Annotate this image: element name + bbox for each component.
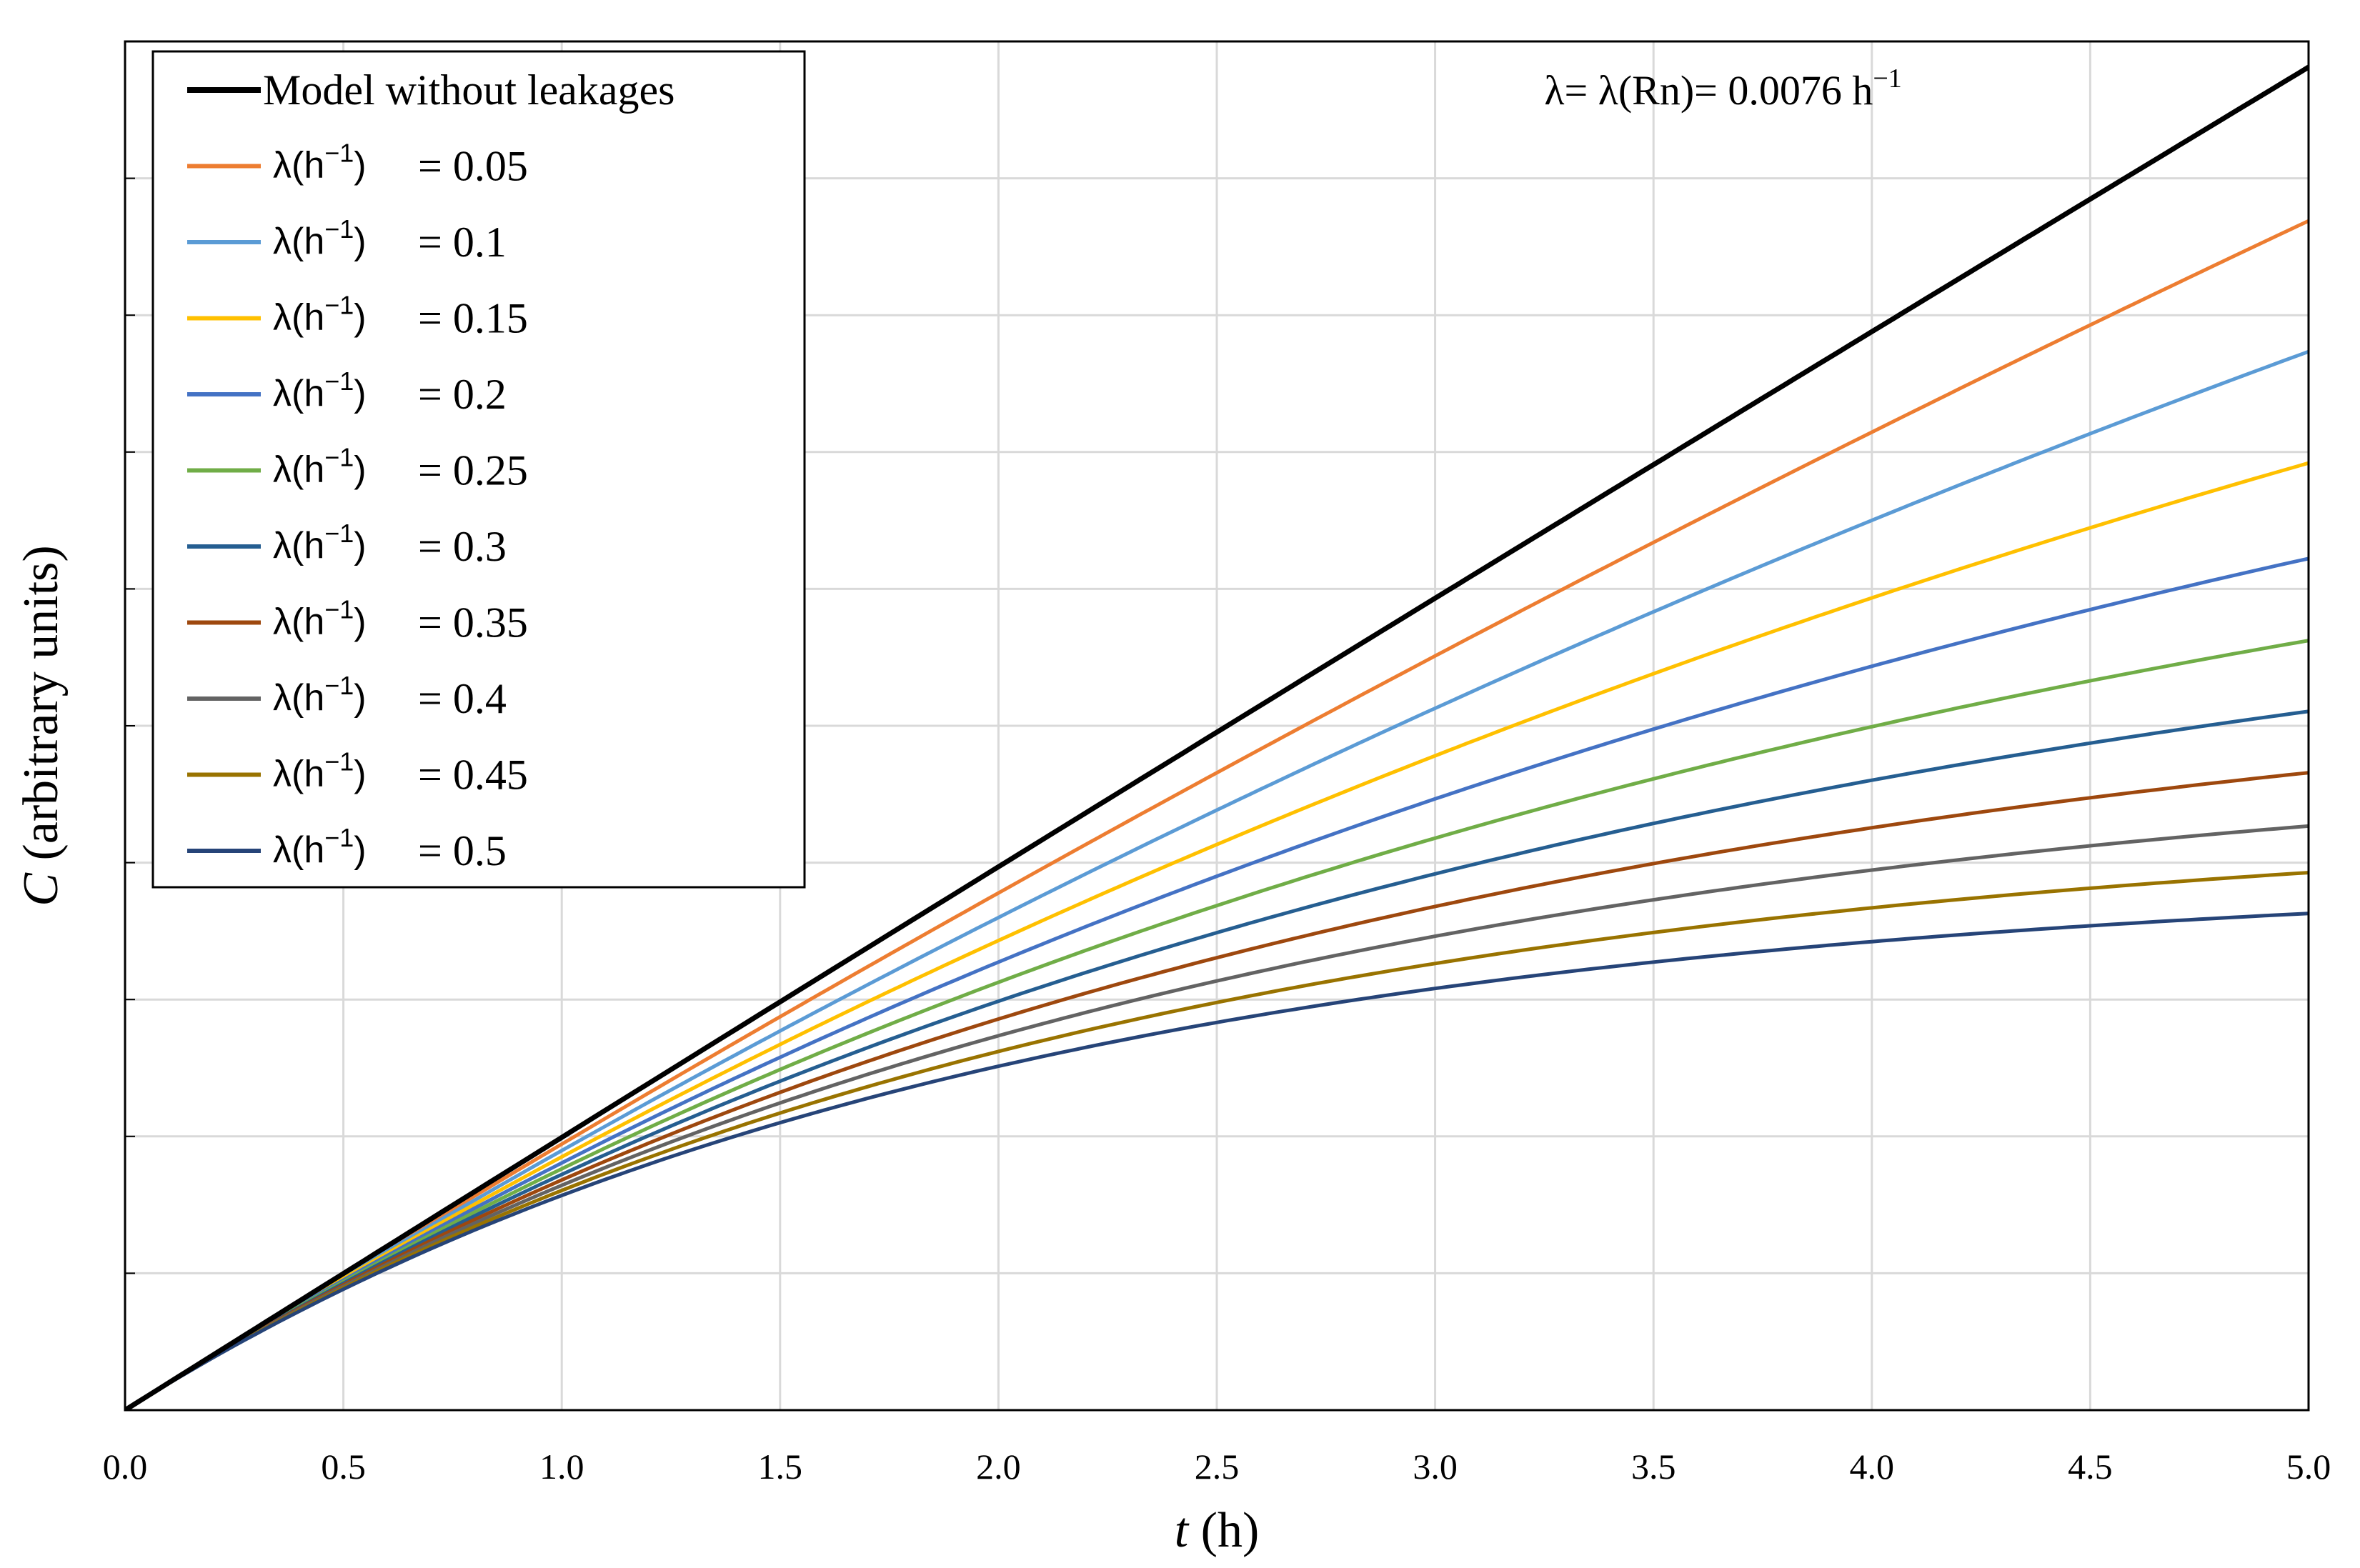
series-line-lambda-0-05 (125, 219, 2309, 1410)
legend-lambda-close: ) (354, 145, 366, 186)
legend-lambda-sup: −1 (324, 291, 354, 320)
x-tick-label: 0.0 (103, 1447, 148, 1487)
legend-lambda-prefix: λ(h (273, 145, 324, 186)
legend-lambda-symbol: λ(h−1) (273, 747, 367, 795)
legend-lambda-prefix: λ(h (273, 449, 324, 491)
legend-lambda-sup: −1 (324, 823, 354, 852)
x-tick-label: 4.5 (2068, 1447, 2113, 1487)
x-axis-ticks: 0.0 0.5 1.0 1.5 2.0 2.5 3.0 3.5 4.0 4.5 5.0 (103, 1447, 2331, 1487)
legend-label-value: = 0.25 (418, 447, 528, 494)
x-tick-label: 4.0 (1850, 1447, 1895, 1487)
x-tick-label: 0.5 (321, 1447, 366, 1487)
x-tick-label: 3.0 (1413, 1447, 1458, 1487)
legend-lambda-symbol: λ(h−1) (273, 823, 367, 871)
legend-lambda-sup: −1 (324, 214, 354, 244)
legend-label-value: = 0.05 (418, 143, 528, 190)
legend-lambda-prefix: λ(h (273, 525, 324, 566)
legend-lambda-close: ) (354, 677, 366, 719)
legend-lambda-sup: −1 (324, 519, 354, 548)
legend-lambda-symbol: λ(h−1) (273, 595, 367, 643)
legend-lambda-symbol: λ(h−1) (273, 519, 367, 566)
decay-constant-annotation: λ= λ(Rn)= 0.0076 h−1 (1544, 64, 1901, 114)
legend-lambda-symbol: λ(h−1) (273, 291, 367, 339)
y-axis-rest: (arbitrary units) (14, 545, 69, 873)
series-line-lambda-0-45 (125, 871, 2309, 1410)
series-layer (125, 64, 2309, 1410)
legend-lambda-close: ) (354, 297, 366, 339)
legend-lambda-prefix: λ(h (273, 754, 324, 795)
legend-lambda-close: ) (354, 525, 366, 566)
legend-lambda-prefix: λ(h (273, 297, 324, 339)
legend-lambda-sup: −1 (324, 366, 354, 396)
legend-lambda-sup: −1 (324, 671, 354, 700)
legend-lambda-symbol: λ(h−1) (273, 214, 367, 262)
series-line-lambda-0-2 (125, 556, 2309, 1410)
legend-box (151, 50, 806, 889)
legend-lambda-close: ) (354, 373, 366, 414)
x-axis-unit: (h) (1188, 1503, 1259, 1558)
legend-lambda-symbol: λ(h−1) (273, 443, 367, 491)
x-tick-label: 1.5 (758, 1447, 803, 1487)
x-tick-label: 2.5 (1195, 1447, 1240, 1487)
plot-area-frame (124, 40, 2310, 1412)
x-axis-variable: t (1175, 1503, 1190, 1558)
legend-lambda-close: ) (354, 449, 366, 491)
x-tick-label: 2.0 (976, 1447, 1021, 1487)
legend-lambda-prefix: λ(h (273, 221, 324, 262)
legend-lambda-close: ) (354, 221, 366, 262)
annotation-text: λ= λ(Rn)= 0.0076 h (1544, 67, 1873, 114)
x-axis-title: t (h) (1175, 1503, 1260, 1558)
legend-label-value: = 0.2 (418, 371, 507, 418)
legend-lambda-prefix: λ(h (273, 373, 324, 414)
legend-label-model-without-leakages: Model without leakages (263, 66, 675, 114)
legend-lambda-prefix: λ(h (273, 601, 324, 643)
x-tick-label: 3.5 (1631, 1447, 1676, 1487)
series-line-lambda-0-35 (125, 771, 2309, 1410)
x-tick-label: 5.0 (2286, 1447, 2331, 1487)
legend-label-value: = 0.35 (418, 599, 528, 646)
legend-label-value: = 0.5 (418, 827, 507, 874)
legend-lambda-symbol: λ(h−1) (273, 139, 367, 186)
legend-lambda-close: ) (354, 829, 366, 871)
y-axis-title: C (arbitrary units) (14, 545, 69, 906)
legend-lambda-prefix: λ(h (273, 677, 324, 719)
series-line-model-without-leakages (125, 64, 2309, 1410)
series-line-lambda-0-3 (125, 709, 2309, 1410)
x-tick-label: 1.0 (539, 1447, 584, 1487)
series-line-lambda-0-1 (125, 349, 2309, 1410)
legend-lambda-symbol: λ(h−1) (273, 671, 367, 719)
legend-label-value: = 0.15 (418, 295, 528, 342)
legend-lambda-sup: −1 (324, 139, 354, 168)
legend-lambda-sup: −1 (324, 443, 354, 472)
legend-lambda-symbol: λ(h−1) (273, 366, 367, 414)
legend-lambda-close: ) (354, 754, 366, 795)
series-line-lambda-0-15 (125, 461, 2309, 1410)
legend-lambda-close: ) (354, 601, 366, 643)
legend-label-value: = 0.45 (418, 751, 528, 799)
legend-label-value: = 0.1 (418, 219, 507, 266)
legend-label-value: = 0.4 (418, 675, 507, 722)
legend-lambda-sup: −1 (324, 747, 354, 776)
legend-lambda-sup: −1 (324, 595, 354, 624)
legend-lambda-prefix: λ(h (273, 829, 324, 871)
annotation-superscript: −1 (1873, 64, 1901, 94)
series-line-lambda-0-4 (125, 824, 2309, 1410)
series-line-lambda-0-25 (125, 639, 2309, 1410)
y-axis-variable: C (14, 872, 69, 907)
legend-label-value: = 0.3 (418, 523, 507, 570)
series-line-lambda-0-5 (125, 912, 2309, 1410)
